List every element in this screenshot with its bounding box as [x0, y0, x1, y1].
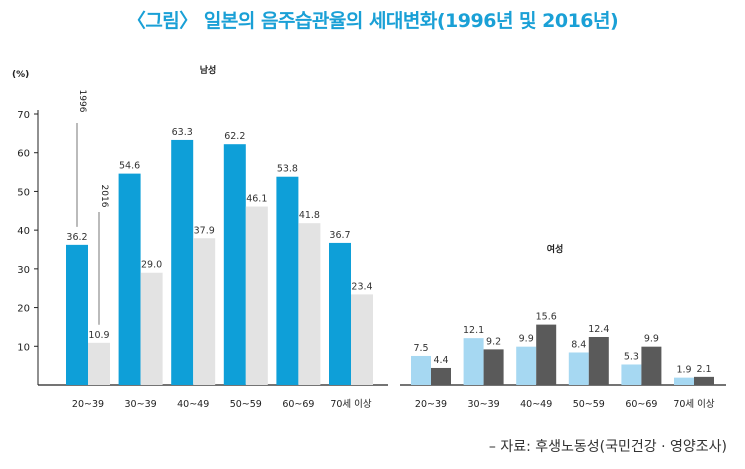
female-category-label-2: 40~49	[520, 399, 552, 410]
male-bar-2016-1	[140, 272, 163, 385]
male-bar-2016-5	[351, 294, 373, 385]
female-bar-2016-4	[641, 346, 662, 385]
male-data-label-1996-3: 62.2	[224, 131, 245, 142]
y-tick-label-50: 50	[17, 187, 30, 198]
female-group-label: 여성	[547, 243, 564, 255]
y-tick-label-70: 70	[17, 110, 30, 121]
female-data-label-1996-2: 9.9	[519, 334, 534, 345]
male-bar-1996-0	[66, 244, 88, 385]
female-data-label-1996-0: 7.5	[413, 343, 428, 354]
female-data-label-2016-5: 2.1	[696, 364, 711, 375]
y-tick-label-10: 10	[17, 342, 30, 353]
male-category-label-1: 30~39	[125, 399, 157, 410]
male-data-label-1996-2: 63.3	[172, 127, 193, 138]
female-category-label-5: 70세 이상	[673, 399, 715, 410]
male-data-label-2016-5: 23.4	[351, 281, 372, 292]
y-tick-label-40: 40	[17, 226, 30, 237]
female-bar-1996-5	[674, 377, 694, 385]
y-tick-label-60: 60	[17, 149, 30, 160]
male-data-label-1996-4: 53.8	[277, 164, 298, 175]
chart-title: 〈그림〉 일본의 음주습관율의 세대변화(1996년 및 2016년)	[126, 10, 619, 32]
male-data-label-2016-4: 41.8	[299, 210, 320, 221]
series-label-2016: 2016	[99, 185, 109, 208]
female-data-label-1996-4: 5.3	[624, 351, 639, 362]
male-data-label-2016-0: 10.9	[88, 330, 109, 341]
male-data-label-1996-5: 36.7	[329, 230, 350, 241]
male-category-label-3: 50~59	[230, 399, 262, 410]
male-bar-1996-3	[223, 144, 246, 385]
female-category-label-1: 30~39	[468, 399, 500, 410]
male-bar-2016-0	[88, 342, 110, 385]
male-data-label-1996-1: 54.6	[119, 161, 140, 172]
male-category-label-0: 20~39	[72, 399, 104, 410]
female-bar-1996-1	[463, 338, 484, 385]
male-bar-1996-1	[118, 173, 141, 385]
y-tick-label-20: 20	[17, 304, 30, 315]
y-tick-label-30: 30	[17, 265, 30, 276]
male-data-label-2016-2: 37.9	[194, 225, 215, 236]
male-bar-2016-3	[245, 206, 268, 385]
female-bar-1996-4	[621, 364, 642, 385]
female-data-label-2016-4: 9.9	[644, 334, 659, 345]
y-axis-unit: (%)	[12, 70, 29, 80]
series-label-1996: 1996	[77, 90, 87, 113]
male-bar-1996-2	[171, 139, 194, 385]
female-bar-2016-1	[483, 349, 504, 385]
source-note: – 자료: 후생노동성(국민건강 · 영양조사)	[488, 439, 727, 455]
male-category-label-5: 70세 이상	[330, 399, 372, 410]
male-group-label: 남성	[200, 64, 217, 76]
female-category-label-3: 50~59	[573, 399, 605, 410]
female-bar-1996-0	[411, 355, 431, 385]
male-bar-2016-2	[193, 238, 216, 385]
female-data-label-1996-1: 12.1	[463, 325, 484, 336]
female-category-label-4: 60~69	[625, 399, 657, 410]
female-bar-2016-0	[431, 367, 451, 385]
male-category-label-2: 40~49	[177, 399, 209, 410]
male-category-label-4: 60~69	[282, 399, 314, 410]
male-data-label-1996-0: 36.2	[66, 232, 87, 243]
male-bar-2016-4	[298, 223, 321, 385]
female-data-label-1996-5: 1.9	[676, 365, 691, 376]
female-bar-2016-2	[536, 324, 557, 385]
female-data-label-1996-3: 8.4	[571, 339, 586, 350]
male-data-label-2016-1: 29.0	[141, 260, 162, 271]
female-data-label-2016-0: 4.4	[433, 355, 448, 366]
female-data-label-2016-1: 9.2	[486, 336, 501, 347]
male-bar-1996-5	[329, 242, 351, 385]
female-data-label-2016-2: 15.6	[536, 312, 557, 323]
female-bar-1996-3	[568, 352, 589, 385]
female-category-label-0: 20~39	[415, 399, 447, 410]
female-bar-1996-2	[516, 346, 537, 385]
female-data-label-2016-3: 12.4	[588, 324, 609, 335]
female-bar-2016-5	[694, 376, 714, 385]
male-bar-1996-4	[276, 176, 299, 385]
female-bar-2016-3	[588, 336, 609, 385]
male-data-label-2016-3: 46.1	[246, 194, 267, 205]
